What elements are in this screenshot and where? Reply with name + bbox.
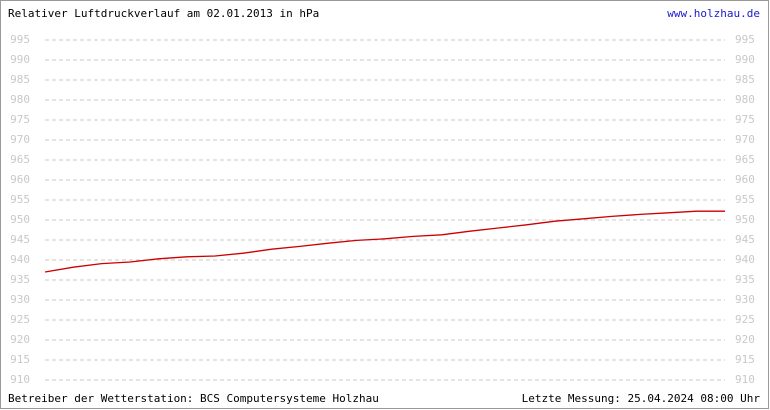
footer-right: Letzte Messung: 25.04.2024 08:00 Uhr: [522, 392, 761, 405]
y-tick-label-right: 920: [735, 333, 755, 346]
chart-title: Relativer Luftdruckverlauf am 02.01.2013…: [8, 7, 319, 20]
y-tick-label: 930: [10, 293, 30, 306]
y-tick-label: 910: [10, 373, 30, 386]
y-tick-label: 980: [10, 93, 30, 106]
y-tick-label-right: 980: [735, 93, 755, 106]
y-tick-label-right: 985: [735, 73, 755, 86]
footer-left: Betreiber der Wetterstation: BCS Compute…: [8, 392, 379, 405]
y-tick-label: 940: [10, 253, 30, 266]
y-tick-label-right: 950: [735, 213, 755, 226]
y-tick-label: 935: [10, 273, 30, 286]
y-tick-label-right: 915: [735, 353, 755, 366]
y-tick-label: 985: [10, 73, 30, 86]
y-tick-label-right: 960: [735, 173, 755, 186]
y-tick-label-right: 975: [735, 113, 755, 126]
y-tick-label-right: 965: [735, 153, 755, 166]
y-tick-label: 975: [10, 113, 30, 126]
y-tick-label: 915: [10, 353, 30, 366]
y-tick-label: 995: [10, 33, 30, 46]
y-tick-label: 925: [10, 313, 30, 326]
y-tick-label-right: 945: [735, 233, 755, 246]
y-tick-label: 955: [10, 193, 30, 206]
y-tick-label: 950: [10, 213, 30, 226]
y-tick-label-right: 930: [735, 293, 755, 306]
y-tick-label-right: 925: [735, 313, 755, 326]
y-tick-label-right: 955: [735, 193, 755, 206]
y-tick-label-right: 970: [735, 133, 755, 146]
y-tick-label: 965: [10, 153, 30, 166]
source-link[interactable]: www.holzhau.de: [667, 7, 760, 20]
y-tick-label: 990: [10, 53, 30, 66]
y-tick-label: 970: [10, 133, 30, 146]
y-tick-label-right: 910: [735, 373, 755, 386]
y-tick-label: 920: [10, 333, 30, 346]
y-tick-label-right: 990: [735, 53, 755, 66]
y-tick-label-right: 995: [735, 33, 755, 46]
y-tick-label-right: 940: [735, 253, 755, 266]
y-tick-label: 945: [10, 233, 30, 246]
pressure-line: [44, 210, 725, 273]
y-tick-label: 960: [10, 173, 30, 186]
y-tick-label-right: 935: [735, 273, 755, 286]
